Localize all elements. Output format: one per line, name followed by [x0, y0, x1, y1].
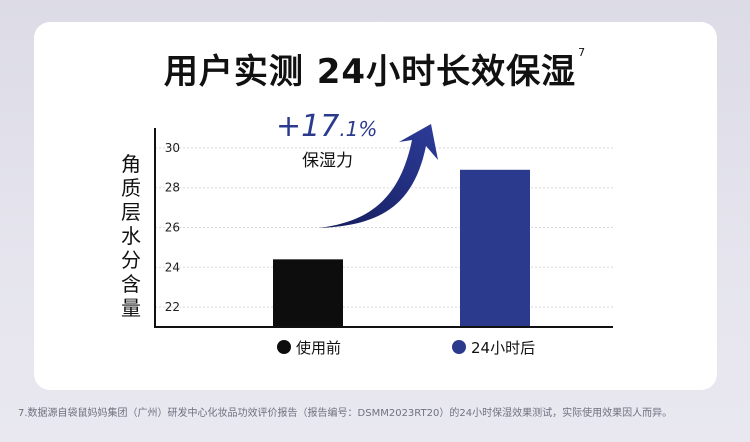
legend-marker — [277, 340, 291, 354]
legend-marker — [452, 340, 466, 354]
chart-card — [34, 22, 717, 390]
y-tick-label: 24 — [165, 260, 180, 274]
footnote: 7.数据源自袋鼠妈妈集团（广州）研发中心化妆品功效评价报告（报告编号：DSMM2… — [18, 408, 673, 419]
chart-title: 用户实测 24小时长效保湿 7 — [163, 46, 587, 92]
legend-label: 24小时后 — [471, 339, 535, 357]
y-tick-label: 26 — [165, 221, 180, 235]
increase-label: 保湿力 — [302, 151, 353, 171]
increase-value: +17.1% — [276, 109, 377, 144]
y-axis-label: 角质层水分含量 — [121, 152, 141, 320]
growth-arrow-icon — [318, 124, 438, 228]
y-tick-label: 28 — [165, 181, 180, 195]
y-tick-label: 22 — [165, 300, 180, 314]
bar-after — [460, 169, 530, 327]
bar-before — [273, 259, 343, 327]
legend-label: 使用前 — [296, 339, 341, 357]
y-tick-label: 30 — [165, 141, 180, 155]
